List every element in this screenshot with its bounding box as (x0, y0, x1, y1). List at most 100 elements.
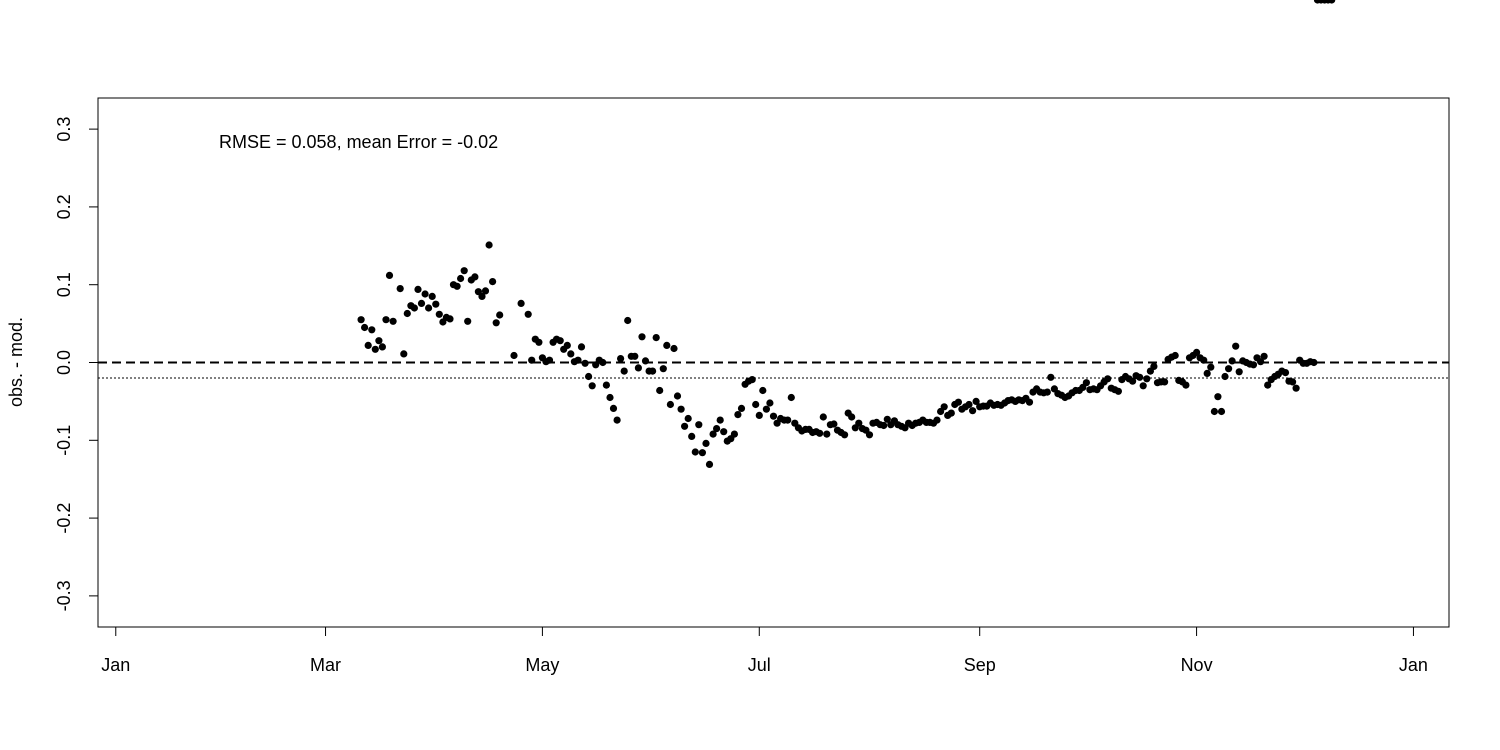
data-point (396, 285, 404, 293)
data-point (702, 439, 710, 447)
data-point (673, 392, 682, 400)
data-point (823, 430, 831, 438)
data-point (1249, 361, 1258, 369)
data-point (1047, 373, 1055, 381)
data-point (670, 344, 678, 353)
data-point (389, 317, 397, 325)
data-point (762, 405, 771, 413)
data-point (787, 393, 795, 402)
data-point (410, 304, 418, 312)
x-tick-label: Nov (1181, 655, 1213, 675)
data-point (403, 309, 411, 318)
data-point (428, 292, 436, 300)
data-point (492, 319, 500, 327)
data-point (613, 416, 621, 424)
data-point (1292, 384, 1300, 392)
data-point (755, 411, 763, 419)
stats-annotation: RMSE = 0.058, mean Error = -0.02 (219, 132, 498, 152)
data-point (1150, 362, 1158, 370)
data-point (1289, 378, 1297, 386)
data-point (535, 338, 543, 346)
data-point (649, 367, 657, 375)
data-point (1264, 381, 1272, 389)
y-tick-label: 0.3 (54, 117, 74, 142)
data-point (368, 326, 376, 334)
data-point (688, 432, 696, 440)
data-point (720, 428, 728, 436)
data-point (574, 356, 582, 364)
data-point (1136, 373, 1144, 381)
data-point (766, 399, 774, 407)
data-point (510, 351, 518, 360)
x-tick-label: Jul (748, 655, 771, 675)
data-point (1082, 379, 1090, 387)
y-tick-label: -0.2 (54, 503, 74, 534)
x-tick-label: Mar (310, 655, 341, 675)
data-point (1139, 382, 1147, 390)
data-point (752, 400, 760, 409)
data-point (969, 407, 977, 415)
y-tick-label: -0.3 (54, 580, 74, 611)
data-point (965, 400, 973, 409)
data-point (496, 311, 504, 319)
data-point (585, 372, 593, 381)
data-point (691, 448, 699, 456)
data-point (865, 431, 874, 439)
data-point (933, 416, 941, 424)
data-point (425, 304, 433, 312)
data-point (1235, 368, 1243, 376)
data-point (1210, 407, 1218, 416)
data-point (748, 376, 756, 384)
data-point (577, 343, 586, 351)
data-point (1104, 375, 1112, 383)
data-point (681, 422, 689, 430)
y-axis-label: obs. - mod. (6, 317, 26, 407)
data-point (457, 274, 465, 283)
data-point (1310, 358, 1318, 367)
data-point (848, 413, 856, 421)
data-point (1260, 352, 1268, 360)
data-point (1025, 398, 1034, 406)
data-point (453, 282, 461, 290)
data-point (385, 271, 394, 279)
x-tick-label: Jan (101, 655, 130, 675)
data-point (784, 416, 792, 424)
data-point (400, 350, 408, 358)
data-point (1228, 357, 1236, 365)
data-point (713, 425, 721, 433)
data-point (545, 356, 554, 364)
data-point (634, 364, 643, 372)
data-point (659, 365, 667, 373)
data-point (581, 359, 589, 367)
data-point (855, 419, 863, 427)
data-point (361, 323, 369, 332)
x-tick-label: Sep (964, 655, 996, 675)
data-point (464, 317, 472, 325)
data-point (947, 409, 955, 417)
data-point (1043, 388, 1051, 396)
data-point (1171, 351, 1179, 360)
data-point (378, 343, 386, 351)
data-points (357, 0, 1336, 468)
data-point (652, 334, 660, 342)
data-point (663, 341, 671, 349)
data-point (734, 411, 742, 419)
data-point (417, 299, 426, 307)
data-point (1143, 375, 1151, 383)
data-point (478, 292, 486, 300)
data-point (1225, 365, 1233, 373)
y-axis: -0.3 -0.2 -0.1 0.0 0.1 0.2 0.3 (54, 117, 99, 611)
data-point (1129, 377, 1137, 385)
data-point (528, 356, 536, 364)
data-point (432, 300, 440, 308)
data-point (567, 350, 575, 358)
data-point (489, 278, 497, 286)
data-point (631, 352, 639, 360)
y-tick-label: 0.1 (54, 272, 74, 297)
x-tick-label: May (525, 655, 559, 675)
data-point (666, 400, 675, 409)
data-point (524, 310, 532, 318)
data-point (954, 398, 963, 406)
data-point (1221, 372, 1229, 381)
